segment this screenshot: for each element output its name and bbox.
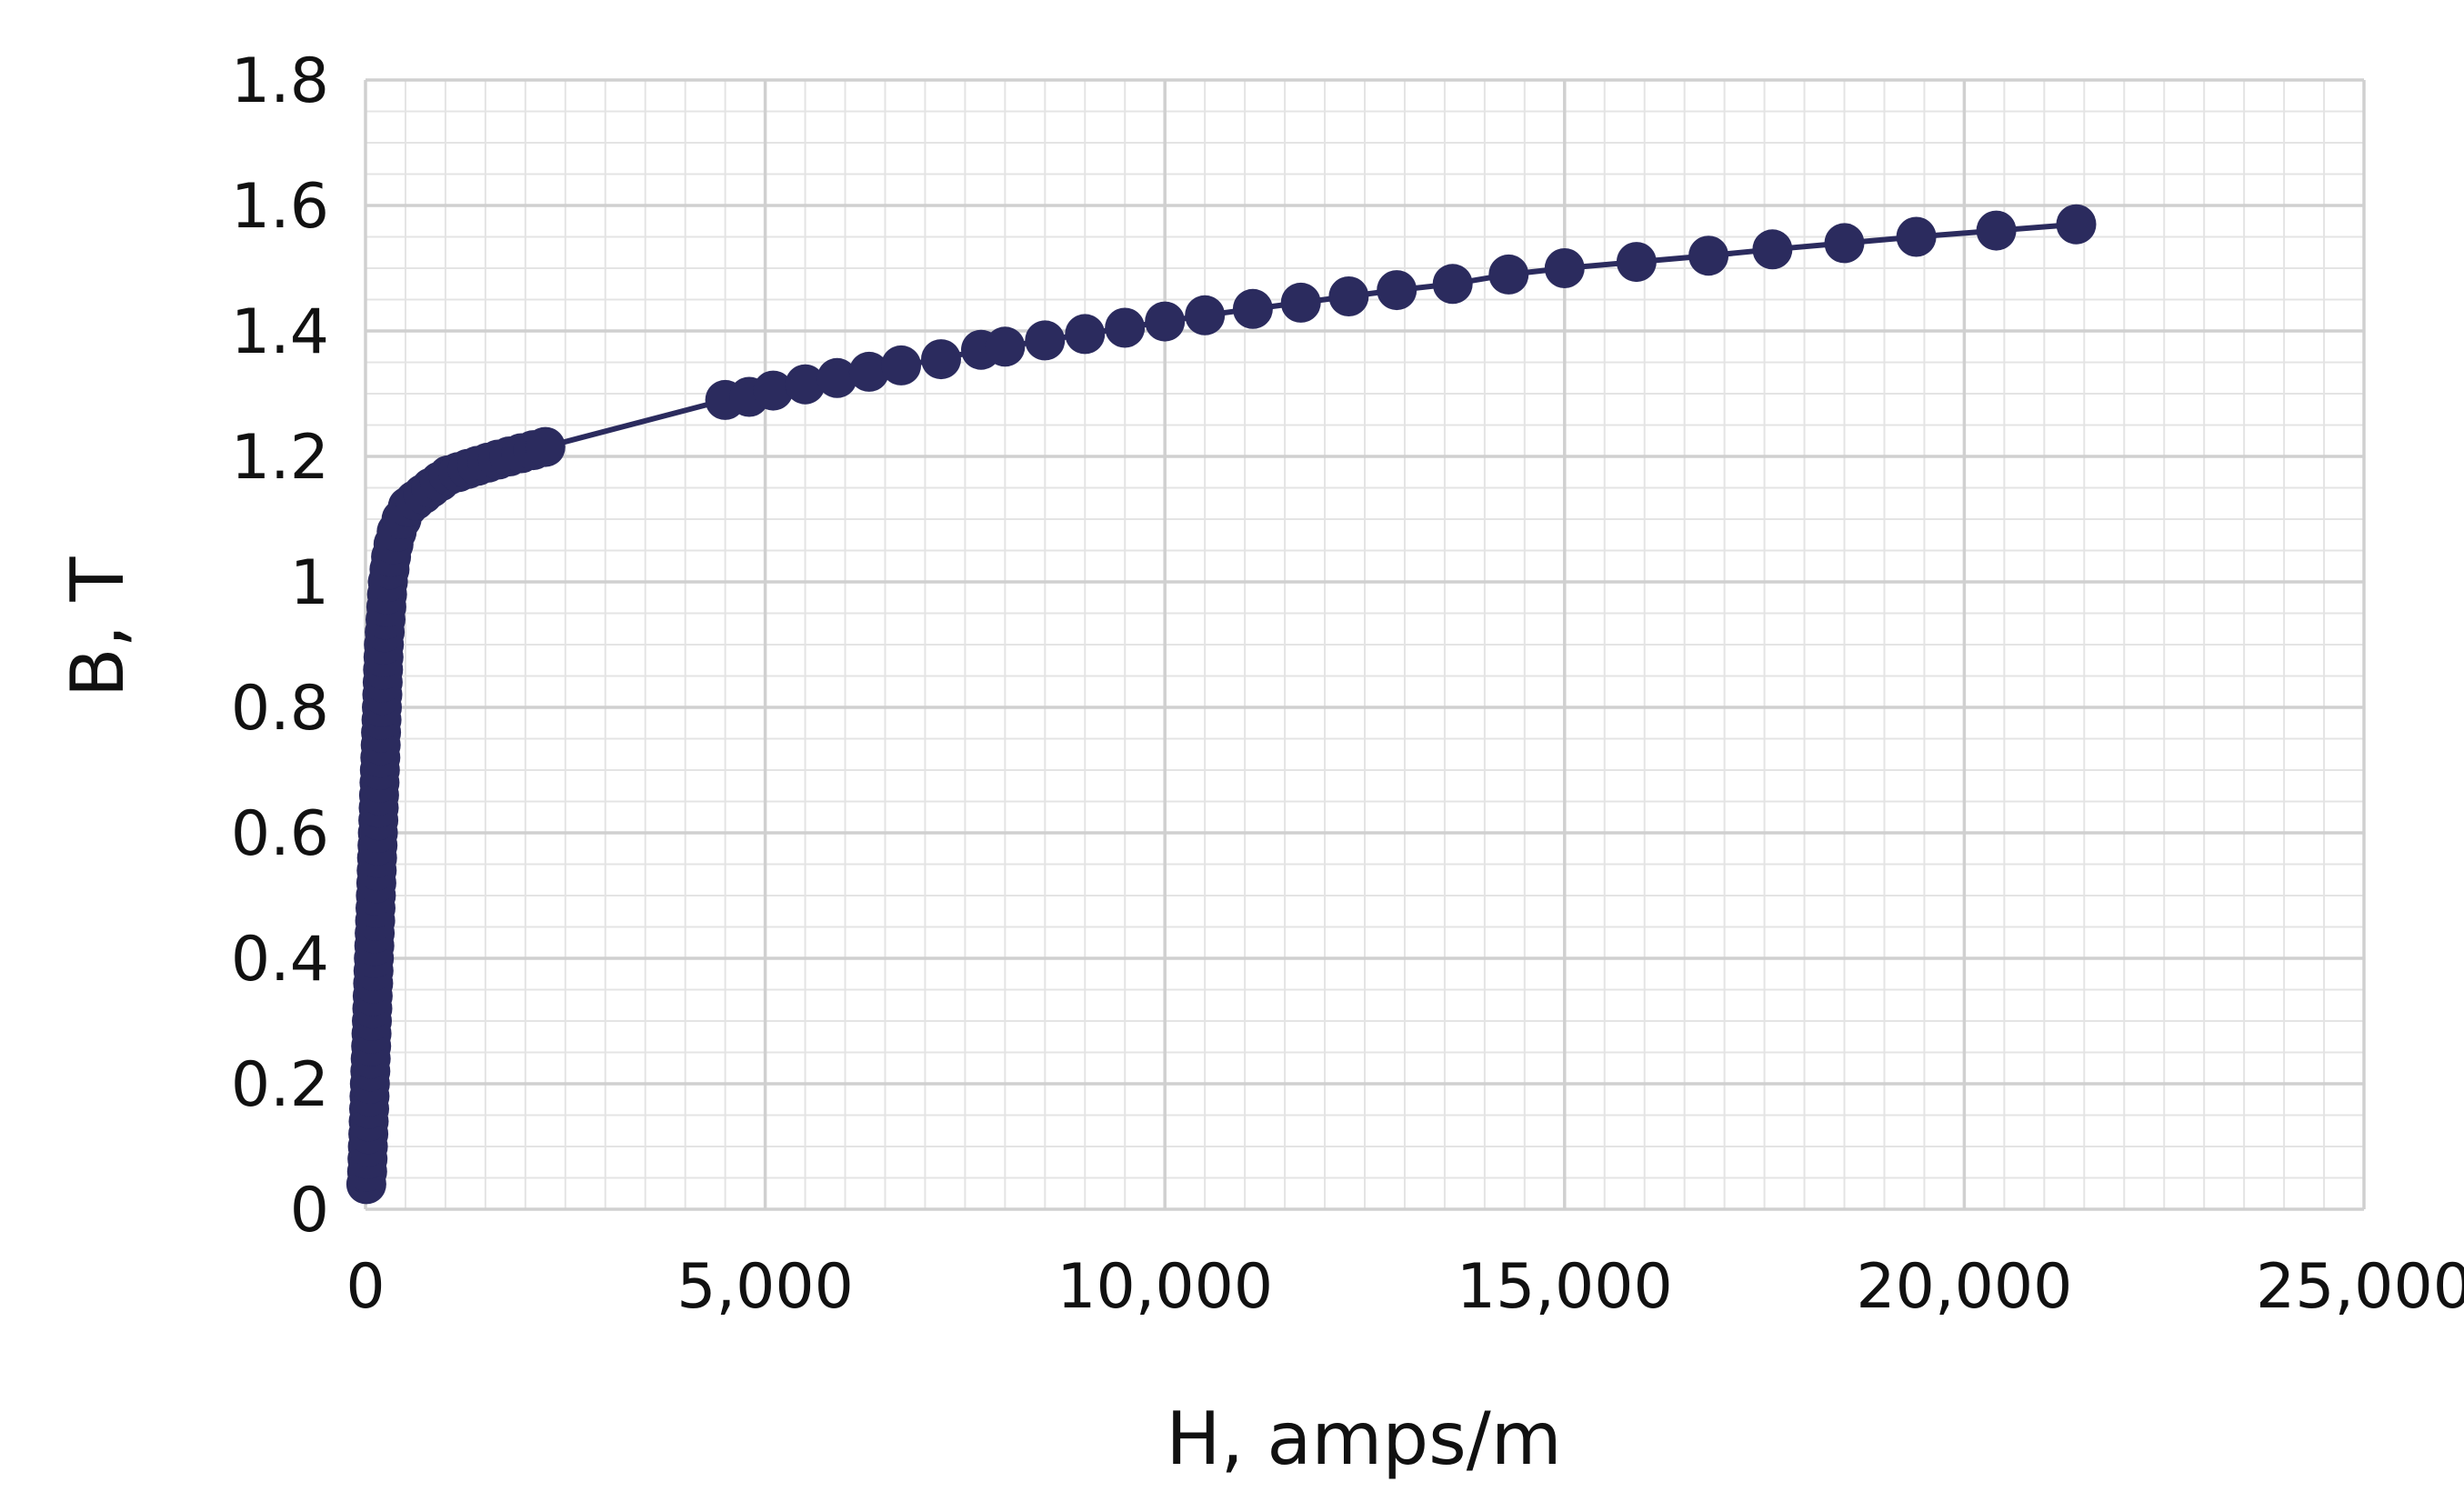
- data-point: [816, 357, 857, 398]
- data-point: [985, 326, 1026, 367]
- x-tick-label: 20,000: [1856, 1251, 2072, 1323]
- data-point: [1752, 229, 1793, 270]
- data-point: [1544, 248, 1585, 288]
- x-tick-label: 10,000: [1057, 1251, 1273, 1323]
- data-point: [1432, 264, 1473, 305]
- y-tick-label: 0.4: [231, 924, 329, 996]
- data-point: [2056, 204, 2097, 245]
- data-point: [785, 364, 826, 405]
- y-tick-label: 1: [290, 547, 329, 619]
- data-point: [1488, 254, 1529, 295]
- data-point: [1105, 307, 1146, 348]
- data-point: [1328, 276, 1369, 316]
- data-point: [1065, 314, 1106, 355]
- data-point: [848, 351, 889, 392]
- x-tick-label: 0: [346, 1251, 385, 1323]
- x-axis-title: H, amps/m: [1166, 1397, 1561, 1481]
- data-point: [1377, 270, 1417, 311]
- data-point: [921, 339, 961, 380]
- y-axis-tick-labels: 0 0.2 0.4 0.6 0.8 1 1.2 1.4 1.6 1.8: [231, 45, 329, 1247]
- data-point: [1185, 295, 1226, 335]
- series-line: [363, 221, 2077, 1185]
- y-tick-label: 0.2: [231, 1049, 329, 1121]
- data-point: [1616, 242, 1657, 283]
- data-point: [1145, 301, 1186, 342]
- y-tick-label: 1.8: [231, 45, 329, 117]
- data-point: [881, 345, 922, 386]
- y-tick-label: 1.6: [231, 171, 329, 243]
- data-point: [1896, 216, 1937, 257]
- x-tick-label: 5,000: [676, 1251, 854, 1323]
- data-point: [1232, 288, 1273, 329]
- y-tick-label: 0: [290, 1175, 329, 1247]
- y-tick-label: 0.6: [231, 798, 329, 870]
- minor-gridlines: [366, 80, 2364, 1209]
- y-axis-title: B, T: [55, 556, 140, 698]
- data-point: [1025, 320, 1066, 361]
- data-point: [525, 426, 566, 467]
- data-point: [1976, 210, 2017, 251]
- x-tick-label: 15,000: [1457, 1251, 1673, 1323]
- series-layer: [346, 204, 2097, 1205]
- x-tick-label: 25,000: [2256, 1251, 2464, 1323]
- data-point: [1688, 235, 1729, 276]
- y-tick-label: 0.8: [231, 673, 329, 745]
- data-point: [753, 370, 794, 411]
- y-tick-label: 1.4: [231, 296, 329, 368]
- x-axis-tick-labels: 0 5,000 10,000 15,000 20,000 25,000: [346, 1251, 2464, 1323]
- y-tick-label: 1.2: [231, 422, 329, 494]
- data-point: [1824, 223, 1865, 264]
- data-point: [1280, 282, 1321, 323]
